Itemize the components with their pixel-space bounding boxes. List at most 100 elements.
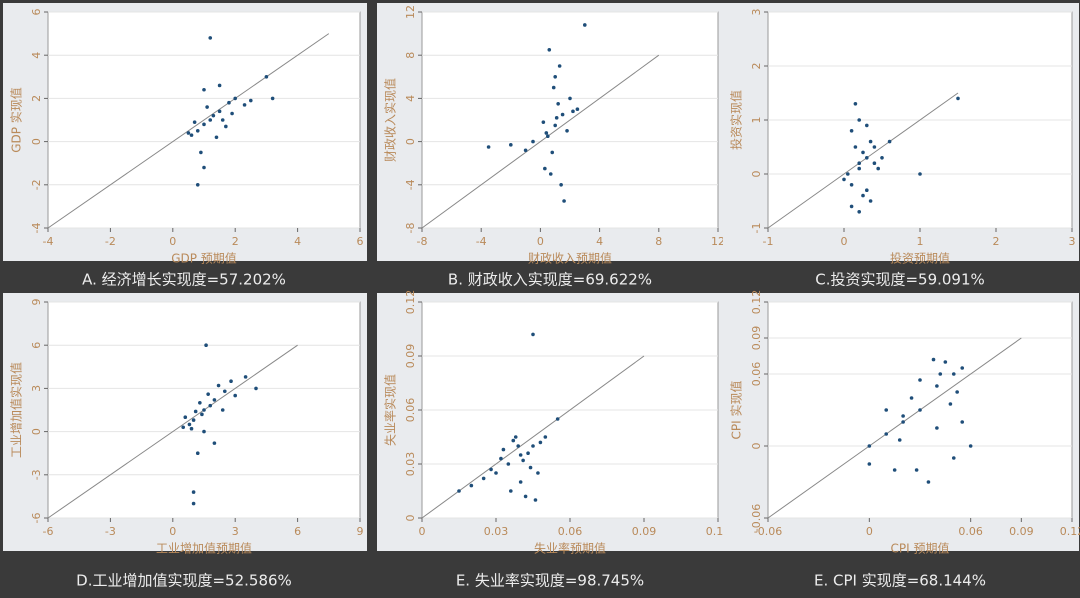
point [511,438,516,443]
point [956,96,960,101]
point [195,183,200,187]
point [224,124,228,129]
y-tick-label: 0.06 [750,362,763,387]
y-tick-label: -4 [404,179,417,190]
point [575,107,580,111]
point [208,36,213,40]
point [960,420,965,424]
y-tick-label: 2 [30,95,43,102]
x-tick-label: 0.03 [484,525,509,538]
point [565,129,569,133]
y-axis-label: 失业率实现值 [383,374,398,446]
point [516,444,520,448]
x-tick-label: 0 [169,525,176,538]
x-tick-label: 4 [294,235,301,248]
x-tick-label: 0 [419,525,426,538]
point [857,118,861,122]
x-tick-label: -4 [476,235,487,248]
point [486,145,491,149]
panel-caption: B. 财政收入实现度=69.622% [448,271,652,289]
x-axis-label: GDP 预期值 [171,251,237,266]
y-tick-label: 0 [750,171,763,178]
y-tick-label: 0 [30,428,43,435]
point [868,199,873,203]
point [186,131,191,135]
point [270,96,275,101]
point [853,145,858,149]
y-tick-label: 0.06 [404,398,417,423]
x-axis-label: 财政收入预期值 [528,251,612,266]
point [553,75,557,79]
x-tick-label: 3 [1069,235,1076,248]
point [857,166,861,171]
point [943,360,948,364]
point [541,120,546,124]
y-tick-label: -1 [750,223,763,234]
x-tick-label: -0.06 [754,525,782,538]
y-tick-label: 0.09 [404,344,417,369]
point [198,401,202,405]
point [193,409,198,414]
point [195,451,200,456]
x-tick-label: 0.09 [1009,525,1034,538]
point [533,498,538,502]
y-tick-label: 0.12 [750,290,763,315]
point [560,112,565,117]
point [867,462,872,466]
point [509,489,513,493]
point [189,426,194,431]
point [865,123,869,128]
point [849,129,854,133]
point [254,386,258,391]
y-axis-label: 工业增加值实现值 [9,362,24,458]
point [513,435,518,439]
x-tick-label: 3 [232,525,239,538]
y-tick-label: -8 [404,223,417,234]
point [531,332,535,337]
point [457,489,461,493]
point [230,111,234,116]
panel-caption: E. 失业率实现度=98.745% [456,572,644,590]
point [868,139,873,144]
point [935,426,939,430]
point [187,422,192,427]
x-tick-label: 6 [294,525,301,538]
x-tick-label: -6 [43,525,54,538]
point [897,438,902,442]
x-tick-label: 9 [357,525,364,538]
point [195,129,200,133]
x-tick-label: 0.09 [632,525,657,538]
point [220,118,225,122]
point [212,398,217,402]
point [499,456,503,461]
point [202,165,206,170]
point [918,408,922,412]
x-tick-label: 0.06 [958,525,983,538]
point [220,408,225,412]
point [536,471,540,475]
point [547,48,552,52]
point [526,451,530,456]
point [469,483,474,488]
y-axis-label: 投资实现值 [729,90,744,150]
point [543,435,548,439]
point [205,105,209,109]
x-tick-label: 6 [357,235,364,248]
point [243,375,248,379]
reference-line [47,33,330,229]
x-tick-label: -8 [417,235,428,248]
point [842,177,846,182]
x-tick-label: -4 [43,235,54,248]
x-axis-label: 工业增加值预期值 [156,541,252,556]
point [528,465,533,470]
y-tick-label: 0.12 [404,290,417,315]
point [553,123,557,128]
x-tick-label: 4 [596,235,603,248]
y-tick-label: -4 [30,223,43,234]
y-tick-label: -6 [30,513,43,524]
point [876,166,880,171]
point [208,118,213,122]
point [211,113,216,118]
